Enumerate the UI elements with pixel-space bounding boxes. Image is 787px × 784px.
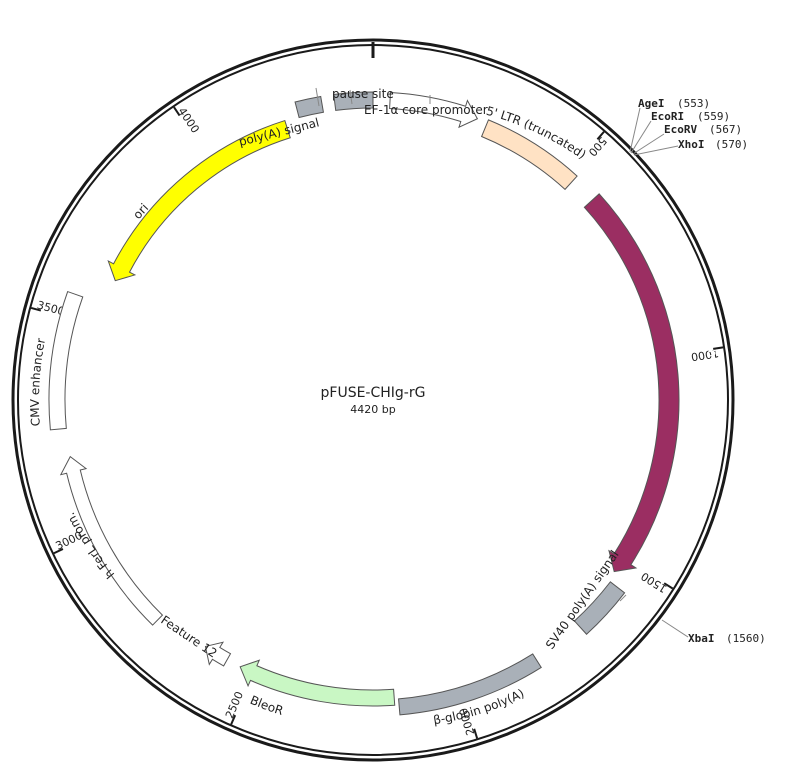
site-enzyme-xhoi: XhoI	[678, 138, 705, 151]
feature-cmv-enhancer[interactable]	[48, 290, 84, 431]
site-enzyme-xbai: XbaI	[688, 632, 715, 645]
tick-3500	[30, 307, 42, 312]
feature-pause-site[interactable]	[333, 91, 374, 111]
tick-500	[596, 131, 605, 140]
site-enzyme-agei: AgeI	[638, 97, 665, 110]
plasmid-name: pFUSE-CHIg-rG	[321, 385, 426, 401]
restriction-site-xhoi[interactable]: XhoI (570)	[678, 138, 748, 151]
tick-label-1000: 1000	[690, 346, 720, 363]
backbone-outer	[11, 38, 735, 762]
restriction-site-agei[interactable]: AgeI (553)	[638, 97, 710, 110]
feature-hferl-prom[interactable]	[59, 455, 164, 626]
feature-ori[interactable]	[107, 119, 291, 282]
site-pos-xhoi: (570)	[715, 138, 748, 151]
feature-ef1a-core-promoter[interactable]	[389, 91, 479, 129]
tick-3000	[53, 548, 64, 555]
feature-5ltr[interactable]	[480, 119, 578, 191]
feature-label-polya-signal: poly(A) signal	[237, 115, 320, 148]
feature-feature-12[interactable]	[204, 641, 232, 667]
feature-label-rabbit-igg: rabbit IgG heavy chain (allele 3/2)	[685, 285, 725, 493]
tick-label-500: 500	[586, 134, 610, 158]
feature-rabbit-igg[interactable]	[583, 193, 680, 573]
restriction-site-xbai[interactable]: XbaI (1560)	[688, 632, 766, 645]
site-pos-xbai: (1560)	[726, 632, 766, 645]
feature-label-feature-12: Feature 12	[158, 613, 219, 661]
feature-sv40-polya[interactable]	[573, 581, 626, 635]
feature-beta-globin[interactable]	[398, 653, 542, 716]
restriction-site-ecorv[interactable]: EcoRV (567)	[664, 123, 742, 136]
feature-label-cmv: CMV enhancer	[28, 337, 48, 427]
feature-bleor[interactable]	[239, 659, 396, 707]
tick-1000	[713, 346, 724, 350]
tick-1500	[663, 582, 674, 590]
feature-label-pause-site: pause site	[332, 87, 394, 101]
site-pos-ecorv: (567)	[709, 123, 742, 136]
feature-group	[48, 91, 680, 716]
tick-4000	[173, 106, 181, 117]
site-enzyme-ecorv: EcoRV	[664, 123, 697, 136]
leader-lines	[315, 87, 689, 638]
site-pos-agei: (553)	[677, 97, 710, 110]
feature-polya-signal[interactable]	[294, 95, 325, 119]
tick-2000	[473, 728, 479, 739]
site-enzyme-ecori: EcoRI	[651, 110, 684, 123]
restriction-site-ecori[interactable]: EcoRI (559)	[651, 110, 730, 123]
feature-label-ef1a: EF-1α core promoter	[364, 103, 488, 117]
site-pos-ecori: (559)	[697, 110, 730, 123]
feature-label-bleor: BleoR	[248, 693, 285, 718]
tick-2500	[230, 714, 237, 725]
tick-label-2500: 2500	[223, 690, 246, 721]
tick-label-1500: 1500	[639, 569, 670, 595]
tick-group: 500 1000 1500 2000 2500 3000 3500 4000	[30, 105, 724, 739]
plasmid-size: 4420 bp	[350, 403, 395, 416]
tick-label-4000: 4000	[175, 105, 201, 135]
